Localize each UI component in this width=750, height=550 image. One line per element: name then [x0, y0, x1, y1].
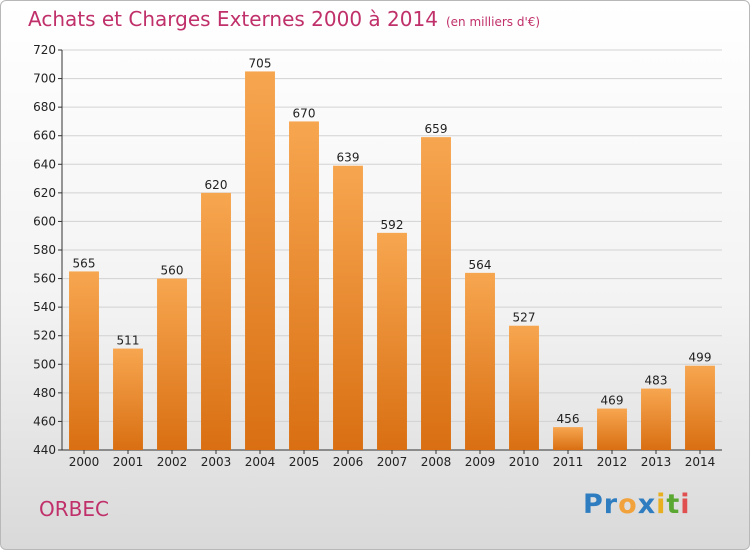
bar — [157, 278, 187, 450]
y-tick-label: 460 — [33, 414, 56, 428]
y-tick-label: 680 — [33, 100, 56, 114]
y-tick-label: 660 — [33, 129, 56, 143]
bar-value-label: 527 — [513, 311, 536, 325]
logo-letter: i — [680, 489, 691, 520]
x-tick-label: 2003 — [201, 455, 232, 469]
x-tick-label: 2005 — [289, 455, 320, 469]
chart-subtitle: (en milliers d'€) — [445, 15, 541, 29]
proxiti-logo: Proxiti — [583, 489, 691, 520]
y-tick-label: 560 — [33, 272, 56, 286]
x-tick-label: 2014 — [685, 455, 716, 469]
logo-letter: r — [603, 489, 619, 520]
bar — [421, 137, 451, 450]
logo-letter: x — [637, 489, 657, 520]
y-tick-label: 720 — [33, 43, 56, 57]
y-tick-label: 620 — [33, 186, 56, 200]
bar — [113, 348, 143, 450]
bar — [685, 365, 715, 450]
bar — [201, 192, 231, 450]
bar-value-label: 670 — [293, 106, 316, 120]
y-tick-label: 700 — [33, 72, 56, 86]
bar-value-label: 456 — [557, 412, 580, 426]
bar-value-label: 620 — [205, 178, 228, 192]
y-tick-label: 580 — [33, 243, 56, 257]
chart-title-text: Achats et Charges Externes 2000 à 2014 — [28, 7, 438, 31]
bar — [641, 388, 671, 450]
bar — [377, 232, 407, 450]
x-tick-labels: 2000 2001 2002 2003 2004 2005 2006 2007 2008 2009… — [69, 450, 716, 469]
x-tick-label: 2011 — [553, 455, 584, 469]
bar — [333, 165, 363, 450]
x-tick-label: 2013 — [641, 455, 672, 469]
bar-value-label: 483 — [645, 374, 668, 388]
y-tick-label: 440 — [33, 443, 56, 457]
bar-value-label: 659 — [425, 122, 448, 136]
bar-value-label: 469 — [601, 394, 624, 408]
value-labels: 565 511 560 620 705 670 639 592 659 564 527 456 469 4… — [73, 56, 712, 426]
x-tick-label: 2004 — [245, 455, 276, 469]
logo-letter: P — [583, 489, 604, 520]
bar-value-label: 639 — [337, 151, 360, 165]
bar — [465, 272, 495, 450]
x-tick-label: 2010 — [509, 455, 540, 469]
bar-value-label: 511 — [117, 334, 140, 348]
y-tick-label: 520 — [33, 329, 56, 343]
bar — [597, 408, 627, 450]
bar — [245, 71, 275, 450]
bar — [69, 271, 99, 450]
bar — [509, 325, 539, 450]
y-tick-label: 600 — [33, 214, 56, 228]
y-tick-label: 480 — [33, 386, 56, 400]
x-tick-label: 2012 — [597, 455, 628, 469]
x-tick-label: 2000 — [69, 455, 100, 469]
bar-value-label: 560 — [161, 264, 184, 278]
y-tick-label: 540 — [33, 300, 56, 314]
y-tick-label: 640 — [33, 157, 56, 171]
x-tick-label: 2002 — [157, 455, 188, 469]
x-tick-label: 2001 — [113, 455, 144, 469]
bars — [69, 71, 715, 450]
logo-letter: i — [656, 489, 667, 520]
x-tick-label: 2007 — [377, 455, 408, 469]
bar-value-label: 592 — [381, 218, 404, 232]
bar-value-label: 564 — [469, 258, 492, 272]
bar — [289, 121, 319, 450]
logo-letter: t — [666, 489, 681, 520]
y-tick-labels: 440 460 480 500 520 540 560 580 600 620 640 660 680 7… — [33, 43, 56, 457]
bar-value-label: 499 — [689, 351, 712, 365]
city-name: ORBEC — [39, 497, 109, 521]
chart-title: Achats et Charges Externes 2000 à 2014 (e… — [28, 7, 540, 31]
x-tick-label: 2008 — [421, 455, 452, 469]
bar-value-label: 565 — [73, 256, 96, 270]
x-tick-label: 2009 — [465, 455, 496, 469]
x-tick-label: 2006 — [333, 455, 364, 469]
bar-value-label: 705 — [249, 56, 272, 70]
logo-letter: o — [618, 489, 638, 520]
bar — [553, 427, 583, 450]
y-tick-label: 500 — [33, 357, 56, 371]
